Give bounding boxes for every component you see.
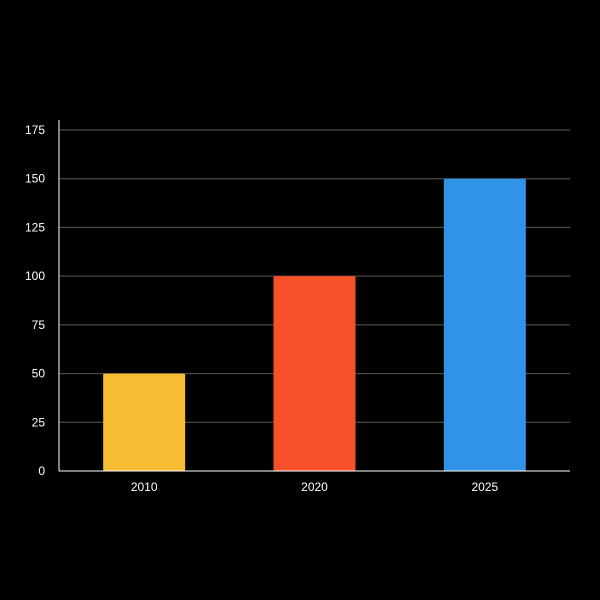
x-tick-label-2020: 2020 [301,480,328,494]
y-tick-label-175: 175 [25,123,45,137]
y-tick-label-100: 100 [25,269,45,283]
bar-2010[interactable] [103,373,186,471]
y-tick-label-150: 150 [25,172,45,186]
axes [58,120,570,472]
y-tick-label-125: 125 [25,220,45,234]
y-tick-label-75: 75 [32,318,46,332]
x-tick-labels: 2010 2020 2025 [131,480,499,494]
bar-2020[interactable] [273,276,356,471]
y-tick-label-0: 0 [38,464,45,478]
bar-2025[interactable] [443,178,526,471]
y-tick-labels: 0 25 50 75 100 125 150 175 [25,123,45,478]
bars [103,178,526,471]
y-tick-label-50: 50 [32,367,46,381]
x-tick-label-2025: 2025 [471,480,498,494]
x-tick-label-2010: 2010 [131,480,158,494]
y-tick-label-25: 25 [32,415,46,429]
